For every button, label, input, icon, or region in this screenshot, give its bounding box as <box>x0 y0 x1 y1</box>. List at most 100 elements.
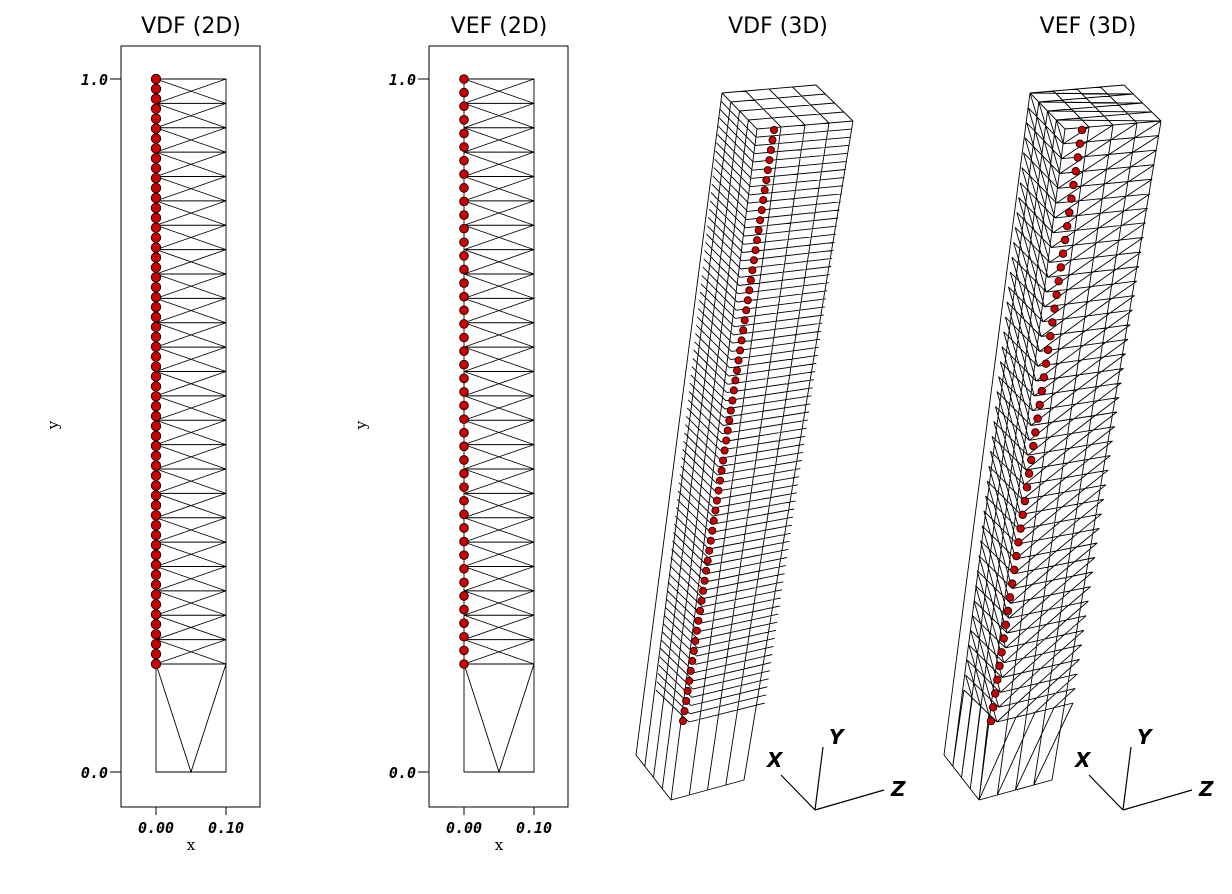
probe-point <box>150 202 162 214</box>
triad-y-label: Y <box>1137 725 1154 749</box>
probe-point <box>150 450 162 461</box>
probe-point <box>459 115 469 125</box>
probe-point <box>459 346 469 356</box>
x-tick-label: 0.10 <box>516 819 552 837</box>
probe-point <box>459 455 469 465</box>
probe-point <box>459 87 469 98</box>
probe-point <box>150 272 162 283</box>
probe-point <box>723 426 732 435</box>
probe-point <box>150 410 162 422</box>
probe-point <box>1054 277 1063 286</box>
mesh-2d <box>155 78 227 774</box>
probe-point <box>740 316 749 325</box>
probe-point <box>150 500 162 511</box>
probe-point <box>459 183 469 193</box>
panel-title: VDF (3D) <box>728 14 828 39</box>
probe-point <box>150 559 162 571</box>
probe-point <box>997 648 1006 657</box>
probe-point <box>150 420 162 432</box>
mesh-lines <box>635 84 854 801</box>
probe-point <box>991 689 1000 698</box>
probe-point <box>459 142 469 152</box>
probe-point <box>753 236 762 245</box>
probe-point <box>691 636 700 645</box>
probe-point <box>1035 400 1044 410</box>
probe-point <box>1031 428 1040 437</box>
mesh-3d <box>943 84 1162 801</box>
panel-vef-3d: VEF (3D) X Y Z <box>943 14 1214 811</box>
mesh-3d <box>635 84 854 801</box>
probe-point <box>150 638 162 650</box>
probe-point <box>459 196 469 207</box>
probe-point <box>760 186 769 195</box>
probe-point <box>150 470 162 481</box>
probe-point <box>1056 263 1065 272</box>
probe-point <box>459 509 469 520</box>
probe-point <box>1062 221 1072 231</box>
probe-point <box>459 101 469 112</box>
probe-point <box>743 296 752 305</box>
probe-point <box>150 510 162 521</box>
probe-point <box>459 237 469 248</box>
probe-point <box>150 599 162 610</box>
probe-point <box>459 495 469 506</box>
triad-x-axis <box>780 774 816 811</box>
triad-y-axis <box>1122 746 1132 811</box>
probe-point <box>150 153 162 164</box>
probe-point <box>1075 139 1085 148</box>
probe-point <box>725 416 734 425</box>
probe-point <box>1024 469 1034 478</box>
probe-point <box>748 266 757 275</box>
probe-point <box>1041 359 1051 368</box>
probe-point <box>1069 180 1078 190</box>
probe-point <box>1067 194 1076 203</box>
x-tick-label: 0.00 <box>138 819 174 837</box>
probe-point <box>745 286 754 295</box>
probe-point <box>749 256 758 265</box>
probe-point <box>700 576 709 585</box>
probe-point <box>734 356 743 365</box>
y-tick-label: 0.0 <box>81 764 108 782</box>
probe-point <box>150 103 162 114</box>
probe-point <box>731 376 740 385</box>
probe-point <box>720 446 729 455</box>
probe-point <box>459 400 469 411</box>
probe-point <box>1058 249 1068 258</box>
probe-point <box>150 192 162 204</box>
probe-point <box>1018 510 1027 519</box>
probe-point <box>150 460 162 471</box>
probe-point <box>150 529 162 541</box>
probe-point <box>150 163 162 174</box>
probe-point <box>459 264 469 275</box>
panel-vef-2d: VEF (2D) 1.0 0.0 0.00 0.10 x y <box>352 14 569 854</box>
probe-point <box>1050 304 1059 313</box>
probe-point <box>1037 386 1046 396</box>
probe-point <box>150 609 162 620</box>
probe-points <box>679 126 779 726</box>
probe-point <box>988 703 998 712</box>
probe-point <box>150 73 162 85</box>
probe-point <box>714 486 723 495</box>
probe-point <box>1033 414 1042 423</box>
probe-point <box>1012 551 1021 561</box>
probe-point <box>150 569 162 580</box>
probe-point <box>999 634 1008 643</box>
triad-z-label: Z <box>1198 777 1214 801</box>
probe-point <box>733 366 742 375</box>
probe-point <box>759 196 768 205</box>
probe-point <box>459 468 469 479</box>
panel-title: VDF (2D) <box>141 14 241 39</box>
probe-points <box>150 73 162 670</box>
probe-point <box>754 226 763 235</box>
triad-x-label: X <box>1073 748 1092 772</box>
probe-point <box>708 526 717 535</box>
triad-z-label: Z <box>890 777 906 801</box>
probe-point <box>150 619 162 630</box>
probe-point <box>728 396 737 405</box>
probe-point <box>742 306 751 315</box>
x-tick-label: 0.00 <box>446 819 482 837</box>
probe-point <box>737 336 746 345</box>
probe-point <box>459 359 469 370</box>
mesh-lines <box>943 84 1162 801</box>
